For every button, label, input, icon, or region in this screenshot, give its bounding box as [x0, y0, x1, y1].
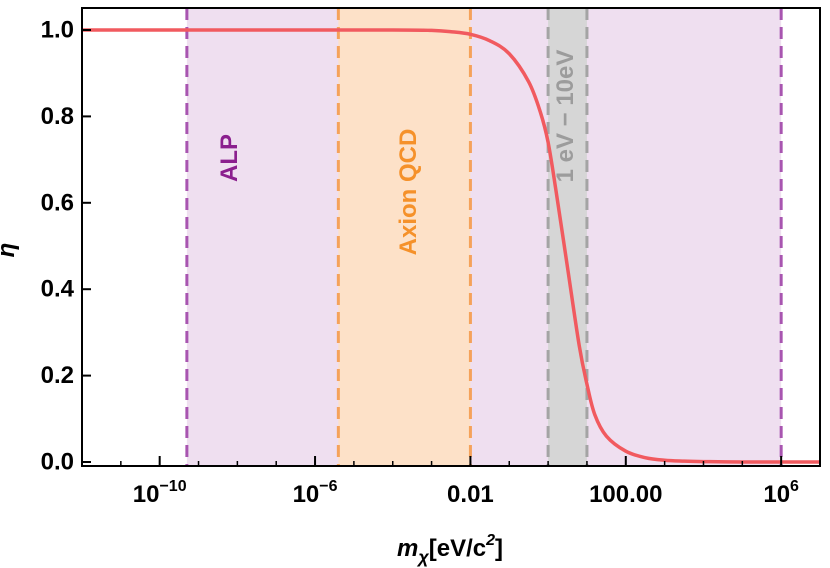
y-axis-label: η̃ [0, 243, 20, 258]
band-labels-group: ALP Axion QCD 1 eV − 10eV [216, 50, 579, 256]
plot-frame [81, 7, 821, 467]
y-tick-label: 0.2 [41, 362, 74, 389]
bands-group [185, 8, 783, 466]
y-tick-label: 0.8 [41, 103, 74, 130]
x-axis-label-base: m [397, 535, 418, 562]
x-ticks-group: 10−10 10−6 0.01 100.00 106 [81, 456, 821, 508]
x-tick-label: 106 [763, 478, 799, 508]
x-tick-label: 0.01 [447, 481, 494, 508]
y-tick-label: 0.4 [41, 276, 75, 303]
y-tick-label: 0.0 [41, 449, 74, 476]
y-ticks-group: 0.0 0.2 0.4 0.6 0.8 1.0 [41, 17, 91, 476]
y-tick-label: 1.0 [41, 17, 74, 44]
x-axis-label-sup: 2 [485, 532, 495, 549]
band-1 [338, 8, 471, 466]
band-label-1: Axion QCD [395, 129, 422, 256]
x-axis-label: mχ[eV/c2] [397, 532, 503, 567]
y-tick-label: 0.6 [41, 189, 74, 216]
x-tick-label: 100.00 [589, 481, 662, 508]
band-label-0: ALP [216, 134, 243, 182]
x-axis-label-close: ] [495, 535, 503, 562]
band-2 [548, 8, 587, 466]
x-axis-label-unit: [eV/c [429, 535, 486, 562]
curve-group [82, 28, 821, 464]
band-label-2: 1 eV − 10eV [552, 50, 579, 183]
x-tick-label: 10−6 [293, 478, 338, 508]
series-line-0 [82, 28, 821, 464]
x-tick-label: 10−10 [133, 478, 187, 508]
band-0 [186, 8, 782, 466]
x-axis-label-sub: χ [416, 547, 429, 567]
